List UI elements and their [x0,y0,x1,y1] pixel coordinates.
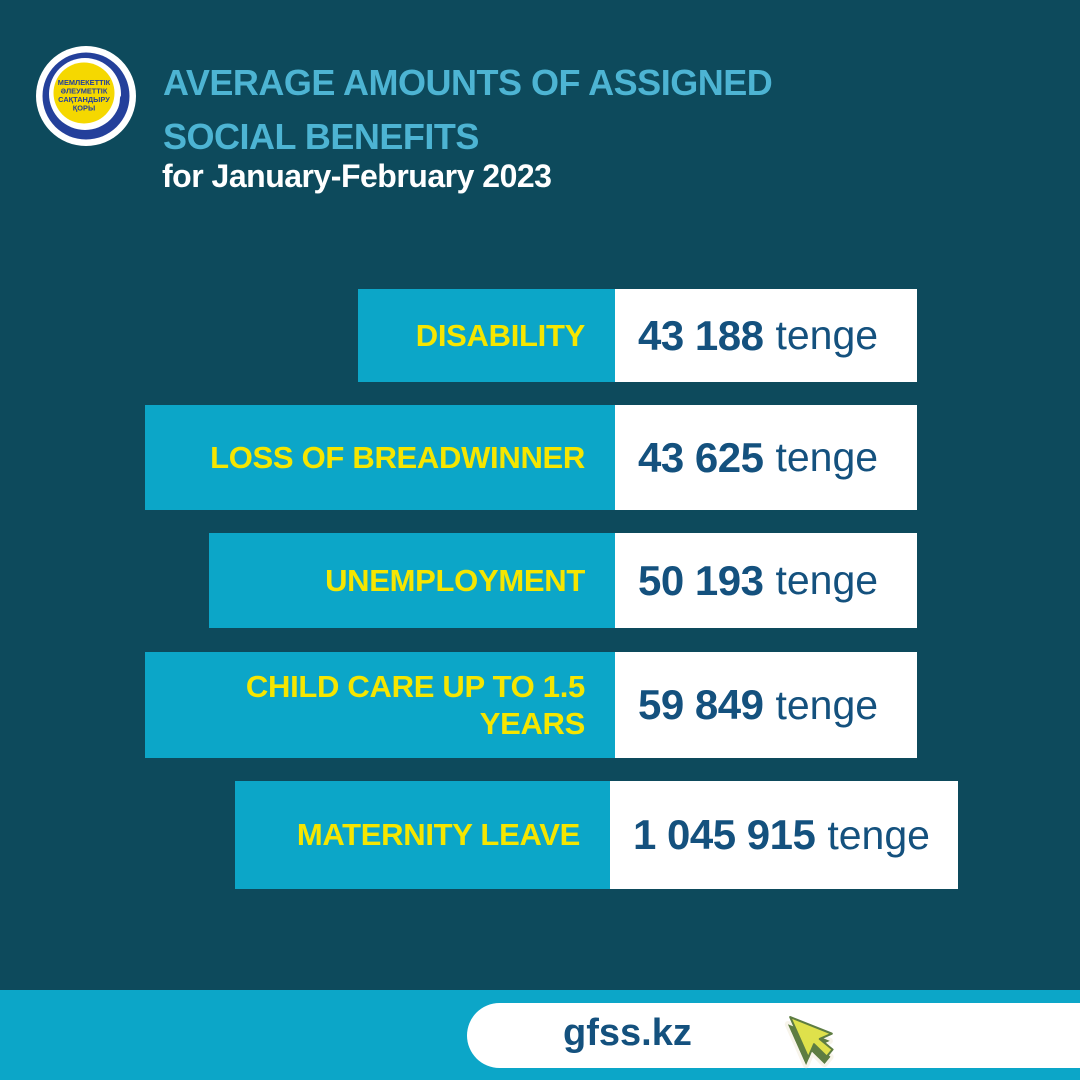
page-title: AVERAGE AMOUNTS OF ASSIGNED SOCIAL BENEF… [163,56,773,164]
benefit-label: MATERNITY LEAVE [235,781,610,889]
value-box: 50 193 tenge [615,533,917,628]
benefit-unit: tenge [775,312,879,358]
benefit-unit: tenge [775,434,879,480]
page-title-line2: SOCIAL BENEFITS [163,116,479,157]
benefit-label: UNEMPLOYMENT [209,533,615,628]
benefit-value: 43 188 [638,311,764,359]
svg-text:МЕМЛЕКЕТТІК: МЕМЛЕКЕТТІК [58,78,111,87]
benefit-value: 59 849 [638,681,764,728]
benefit-row-maternity-leave: MATERNITY LEAVE 1 045 915 tenge [235,781,958,889]
svg-text:САҚТАНДЫРУ: САҚТАНДЫРУ [58,95,110,104]
benefit-value: 43 625 [638,433,764,481]
website-url[interactable]: gfss.kz [563,1012,692,1054]
benefit-unit: tenge [775,681,879,728]
benefit-unit: tenge [775,557,879,603]
value-box: 59 849 tenge [615,652,917,758]
benefit-value: 1 045 915 [633,811,816,858]
benefit-label: LOSS OF BREADWINNER [145,405,615,510]
benefit-label: CHILD CARE UP TO 1.5 YEARS [145,652,615,758]
benefit-row-unemployment: UNEMPLOYMENT 50 193 tenge [209,533,917,628]
svg-text:ҚОРЫ: ҚОРЫ [73,104,95,113]
value-box: 1 045 915 tenge [610,781,958,889]
value-box: 43 188 tenge [615,289,917,382]
svg-text:ӘЛЕУМЕТТІК: ӘЛЕУМЕТТІК [61,87,108,96]
benefit-row-loss-of-breadwinner: LOSS OF BREADWINNER 43 625 tenge [145,405,917,510]
website-pill[interactable] [467,1003,1080,1068]
mouse-cursor-icon [784,1016,834,1069]
page-subtitle: for January-February 2023 [162,158,552,194]
benefit-row-disability: DISABILITY 43 188 tenge [358,289,917,382]
gfss-logo-icon: МЕМЛЕКЕТТІК ӘЛЕУМЕТТІК САҚТАНДЫРУ ҚОРЫ [36,46,136,146]
benefit-unit: tenge [827,811,930,858]
benefit-row-child-care: CHILD CARE UP TO 1.5 YEARS 59 849 tenge [145,652,917,758]
page-title-line1: AVERAGE AMOUNTS OF ASSIGNED [163,62,773,103]
benefit-value: 50 193 [638,556,764,604]
benefit-label: DISABILITY [358,289,615,382]
value-box: 43 625 tenge [615,405,917,510]
